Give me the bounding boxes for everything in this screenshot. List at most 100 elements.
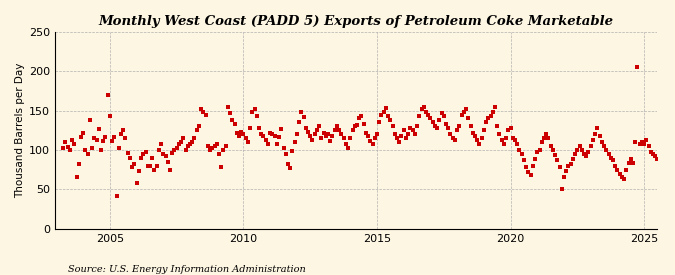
Point bbox=[194, 124, 205, 128]
Point bbox=[574, 144, 585, 148]
Point bbox=[169, 148, 180, 152]
Point bbox=[149, 167, 160, 172]
Point bbox=[603, 152, 614, 156]
Y-axis label: Thousand Barrels per Day: Thousand Barrels per Day bbox=[15, 63, 25, 198]
Point bbox=[307, 138, 318, 142]
Point bbox=[131, 181, 142, 185]
Point bbox=[650, 154, 661, 158]
Point bbox=[597, 140, 608, 144]
Point bbox=[356, 114, 367, 118]
Point bbox=[654, 160, 665, 164]
Point bbox=[115, 132, 126, 136]
Point bbox=[512, 141, 522, 146]
Point bbox=[362, 134, 373, 138]
Point bbox=[316, 136, 327, 140]
Point bbox=[71, 175, 82, 180]
Point bbox=[60, 140, 71, 144]
Point bbox=[445, 132, 456, 136]
Point bbox=[661, 167, 672, 172]
Point bbox=[499, 141, 510, 146]
Point bbox=[285, 166, 296, 170]
Point bbox=[290, 140, 300, 144]
Point bbox=[158, 152, 169, 156]
Point bbox=[271, 142, 282, 147]
Point bbox=[481, 120, 491, 125]
Point bbox=[429, 124, 440, 128]
Point bbox=[58, 146, 69, 151]
Point bbox=[637, 140, 647, 144]
Point bbox=[163, 160, 173, 164]
Point bbox=[421, 110, 431, 114]
Point bbox=[443, 126, 454, 130]
Point bbox=[508, 136, 518, 140]
Point bbox=[309, 132, 320, 136]
Point bbox=[621, 167, 632, 172]
Point bbox=[556, 187, 567, 191]
Point bbox=[234, 134, 244, 138]
Point bbox=[91, 138, 102, 142]
Point bbox=[276, 126, 287, 131]
Point bbox=[400, 136, 411, 140]
Point bbox=[418, 104, 429, 109]
Point bbox=[173, 141, 184, 146]
Point bbox=[82, 152, 93, 156]
Point bbox=[438, 114, 449, 118]
Point bbox=[273, 135, 284, 140]
Point bbox=[487, 110, 498, 114]
Point bbox=[223, 104, 234, 109]
Point bbox=[672, 141, 675, 146]
Point bbox=[568, 157, 578, 162]
Point bbox=[414, 114, 425, 118]
Point bbox=[452, 128, 462, 133]
Point bbox=[565, 162, 576, 166]
Text: Source: U.S. Energy Information Administration: Source: U.S. Energy Information Administ… bbox=[68, 265, 305, 274]
Point bbox=[98, 138, 109, 143]
Point bbox=[229, 122, 240, 126]
Point bbox=[554, 165, 565, 169]
Point bbox=[605, 156, 616, 160]
Point bbox=[256, 132, 267, 136]
Point bbox=[592, 126, 603, 130]
Point bbox=[64, 148, 75, 152]
Point bbox=[171, 145, 182, 150]
Point bbox=[111, 193, 122, 198]
Point bbox=[280, 152, 291, 156]
Point bbox=[205, 148, 215, 152]
Point bbox=[100, 135, 111, 140]
Point bbox=[202, 144, 213, 148]
Point bbox=[387, 124, 398, 128]
Point bbox=[347, 128, 358, 133]
Point bbox=[292, 132, 302, 136]
Point bbox=[416, 107, 427, 111]
Point bbox=[350, 124, 360, 128]
Point bbox=[436, 111, 447, 115]
Point bbox=[86, 146, 97, 151]
Point bbox=[583, 149, 594, 154]
Point bbox=[441, 122, 452, 126]
Point bbox=[623, 161, 634, 166]
Point bbox=[96, 148, 107, 152]
Point bbox=[62, 145, 73, 149]
Point bbox=[236, 130, 246, 134]
Point bbox=[76, 135, 86, 140]
Point bbox=[232, 130, 242, 135]
Point bbox=[383, 114, 394, 118]
Point bbox=[343, 146, 354, 151]
Point bbox=[576, 148, 587, 152]
Point bbox=[479, 128, 489, 133]
Point bbox=[614, 171, 625, 176]
Point bbox=[465, 124, 476, 128]
Point bbox=[619, 177, 630, 181]
Point bbox=[187, 140, 198, 144]
Point bbox=[485, 114, 496, 118]
Point bbox=[472, 138, 483, 142]
Point bbox=[666, 164, 675, 168]
Point bbox=[153, 148, 164, 152]
Point bbox=[610, 164, 620, 168]
Point bbox=[541, 132, 551, 136]
Point bbox=[532, 150, 543, 155]
Point bbox=[265, 130, 275, 135]
Point bbox=[643, 144, 654, 148]
Point bbox=[403, 132, 414, 136]
Point bbox=[434, 118, 445, 122]
